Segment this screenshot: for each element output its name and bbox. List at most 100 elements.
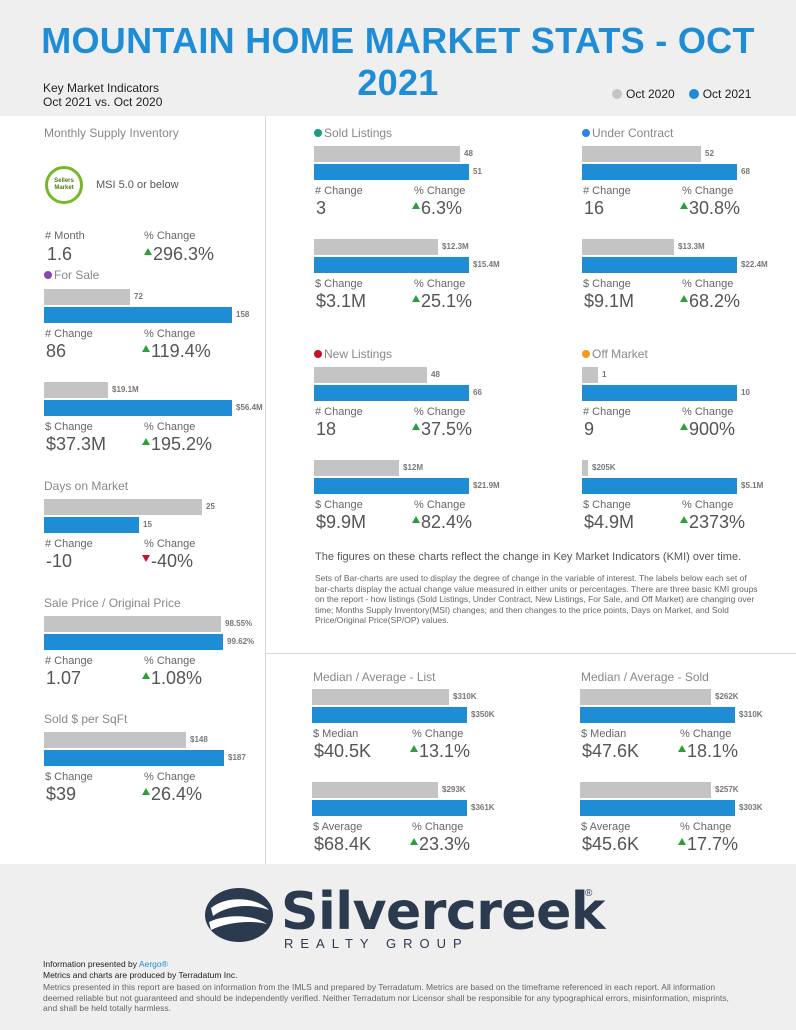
- sale-price-orig-price-bar-prev-label: 98.55%: [225, 619, 253, 628]
- off-market-count-label-2: % Change: [682, 406, 734, 418]
- legend-label-curr: Oct 2021: [702, 87, 752, 101]
- new-listings-title-bullet-icon: [314, 350, 322, 358]
- off-market-dollar-label-2: % Change: [682, 499, 734, 511]
- new-listings-count-value-2-text: 37.5%: [421, 419, 473, 439]
- up-arrow-icon: [142, 788, 150, 795]
- silvercreek-logo: Silvercreek ® REALTY GROUP: [203, 882, 606, 952]
- sale-price-orig-price-value-2: 1.08%: [142, 668, 202, 689]
- up-arrow-icon: [142, 438, 150, 445]
- off-market-count-value-2-text: 900%: [689, 419, 736, 439]
- off-market-count-value-2: 900%: [680, 419, 735, 440]
- footer-band: [0, 864, 796, 1030]
- sold-price-title: Median / Average - Sold: [581, 670, 709, 684]
- up-arrow-icon: [412, 295, 420, 302]
- legend-item-prev: Oct 2020: [612, 87, 675, 101]
- sold-listings-count-label-1: # Change: [315, 185, 363, 197]
- off-market-count-label-1: # Change: [583, 406, 631, 418]
- under-contract-dollar-label-1: $ Change: [583, 278, 631, 290]
- under-contract-count-value-1: 16: [584, 198, 605, 218]
- under-contract-dollar-label-2: % Change: [682, 278, 734, 290]
- list-median-bar-prev: [312, 689, 449, 705]
- for-sale-count-bar-curr: [44, 307, 232, 323]
- sale-price-orig-price-label-2: % Change: [144, 655, 196, 667]
- list-average-bar-prev-label: $293K: [442, 785, 466, 794]
- days-on-market-bar-curr-label: 15: [143, 520, 152, 529]
- sellers-market-badge-text: Sellers Market: [54, 178, 74, 191]
- list-median-value-2: 13.1%: [410, 741, 470, 762]
- under-contract-dollar-value-2-text: 68.2%: [689, 291, 741, 311]
- sold-per-sqft-label-1: $ Change: [45, 771, 93, 783]
- new-listings-dollar-bar-prev: [314, 460, 399, 476]
- new-listings-count-value-1: 18: [316, 419, 337, 439]
- for-sale-dollar-value-1: $37.3M: [46, 434, 107, 454]
- sold-listings-dollar-bar-curr: [314, 257, 469, 273]
- down-arrow-icon: [142, 555, 150, 562]
- msi-title: Monthly Supply Inventory: [44, 126, 179, 140]
- list-average-bar-curr-label: $361K: [471, 803, 495, 812]
- for-sale-dollar-label-1: $ Change: [45, 421, 93, 433]
- days-on-market-label-2: % Change: [144, 538, 196, 550]
- up-arrow-icon: [144, 248, 152, 255]
- off-market-dollar-value-1: $4.9M: [584, 512, 635, 532]
- for-sale-count-value-1: 86: [46, 341, 67, 361]
- under-contract-count-bar-curr: [582, 164, 737, 180]
- sp-op-title-text: Sale Price / Original Price: [44, 596, 181, 610]
- list-median-bar-prev-label: $310K: [453, 692, 477, 701]
- up-arrow-icon: [412, 202, 420, 209]
- presented-by: Information presented by Aergo®: [43, 959, 168, 969]
- sold-median-label-2: % Change: [680, 728, 732, 740]
- new-listings-count-value-2: 37.5%: [412, 419, 472, 440]
- up-arrow-icon: [678, 745, 686, 752]
- sold-median-bar-curr: [580, 707, 735, 723]
- sold-average-value-2: 17.7%: [678, 834, 738, 855]
- up-arrow-icon: [410, 745, 418, 752]
- kmi-label: Key Market Indicators Oct 2021 vs. Oct 2…: [43, 81, 162, 109]
- days-on-market-value-2: -40%: [142, 551, 193, 572]
- msi-value-1: 1.6: [47, 244, 73, 264]
- msi-label-1: # Month: [45, 230, 85, 242]
- days-on-market-bar-prev: [44, 499, 202, 515]
- for-sale-title-bullet-icon: [44, 271, 52, 279]
- off-market-dollar-bar-curr-label: $5.1M: [741, 481, 764, 490]
- disclaimer: Metrics presented in this report are bas…: [43, 982, 729, 1013]
- list-average-value-2-text: 23.3%: [419, 834, 471, 854]
- for-sale-dollar-value-2-text: 195.2%: [151, 434, 213, 454]
- off-market-dollar-value-2: 2373%: [680, 512, 745, 533]
- off-market-dollar-value-2-text: 2373%: [689, 512, 746, 532]
- off-market-title-bullet-icon: [582, 350, 590, 358]
- off-market-count-bar-prev: [582, 367, 598, 383]
- new-listings-dollar-label-1: $ Change: [315, 499, 363, 511]
- new-listings-dollar-bar-prev-label: $12M: [403, 463, 424, 472]
- sale-price-orig-price-label-1: # Change: [45, 655, 93, 667]
- up-arrow-icon: [142, 672, 150, 679]
- page-title: MOUNTAIN HOME MARKET STATS - OCT 2021: [41, 20, 755, 103]
- sold-listings-dollar-label-1: $ Change: [315, 278, 363, 290]
- under-contract-count-value-2-text: 30.8%: [689, 198, 741, 218]
- sold-listings-count-bar-prev: [314, 146, 460, 162]
- list-title: Median / Average - List: [313, 670, 436, 684]
- vertical-divider: [265, 116, 266, 864]
- for-sale-dollar-bar-curr-label: $56.4M: [236, 403, 263, 412]
- sold-per-sqft-value-2: 26.4%: [142, 784, 202, 805]
- msi-value-2: 296.3%: [144, 244, 214, 265]
- sold-average-bar-curr: [580, 800, 735, 816]
- sold-listings-dollar-bar-prev-label: $12.3M: [442, 242, 469, 251]
- sold-per-sqft-label-2: % Change: [144, 771, 196, 783]
- for-sale-dollar-label-2: % Change: [144, 421, 196, 433]
- for-sale-count-bar-curr-label: 158: [236, 310, 250, 319]
- sold-listings-count-value-1: 3: [316, 198, 327, 218]
- under-contract-count-label-2: % Change: [682, 185, 734, 197]
- sellers-market-badge: Sellers Market: [45, 166, 83, 204]
- aergo-link[interactable]: Aergo®: [138, 959, 168, 969]
- list-median-value-1: $40.5K: [314, 741, 372, 761]
- sold-median-value-1: $47.6K: [582, 741, 640, 761]
- sold-average-label-1: $ Average: [581, 821, 631, 833]
- legend-dot-curr: [688, 89, 699, 99]
- for-sale-dollar-bar-prev-label: $19.1M: [112, 385, 139, 394]
- sold-average-bar-prev-label: $257K: [715, 785, 739, 794]
- sqft-title: Sold $ per SqFt: [44, 712, 127, 726]
- kmi-label-line2: Oct 2021 vs. Oct 2020: [43, 95, 163, 109]
- sold-average-label-2: % Change: [680, 821, 732, 833]
- list-median-label-2: % Change: [412, 728, 464, 740]
- sold-average-bar-curr-label: $303K: [739, 803, 763, 812]
